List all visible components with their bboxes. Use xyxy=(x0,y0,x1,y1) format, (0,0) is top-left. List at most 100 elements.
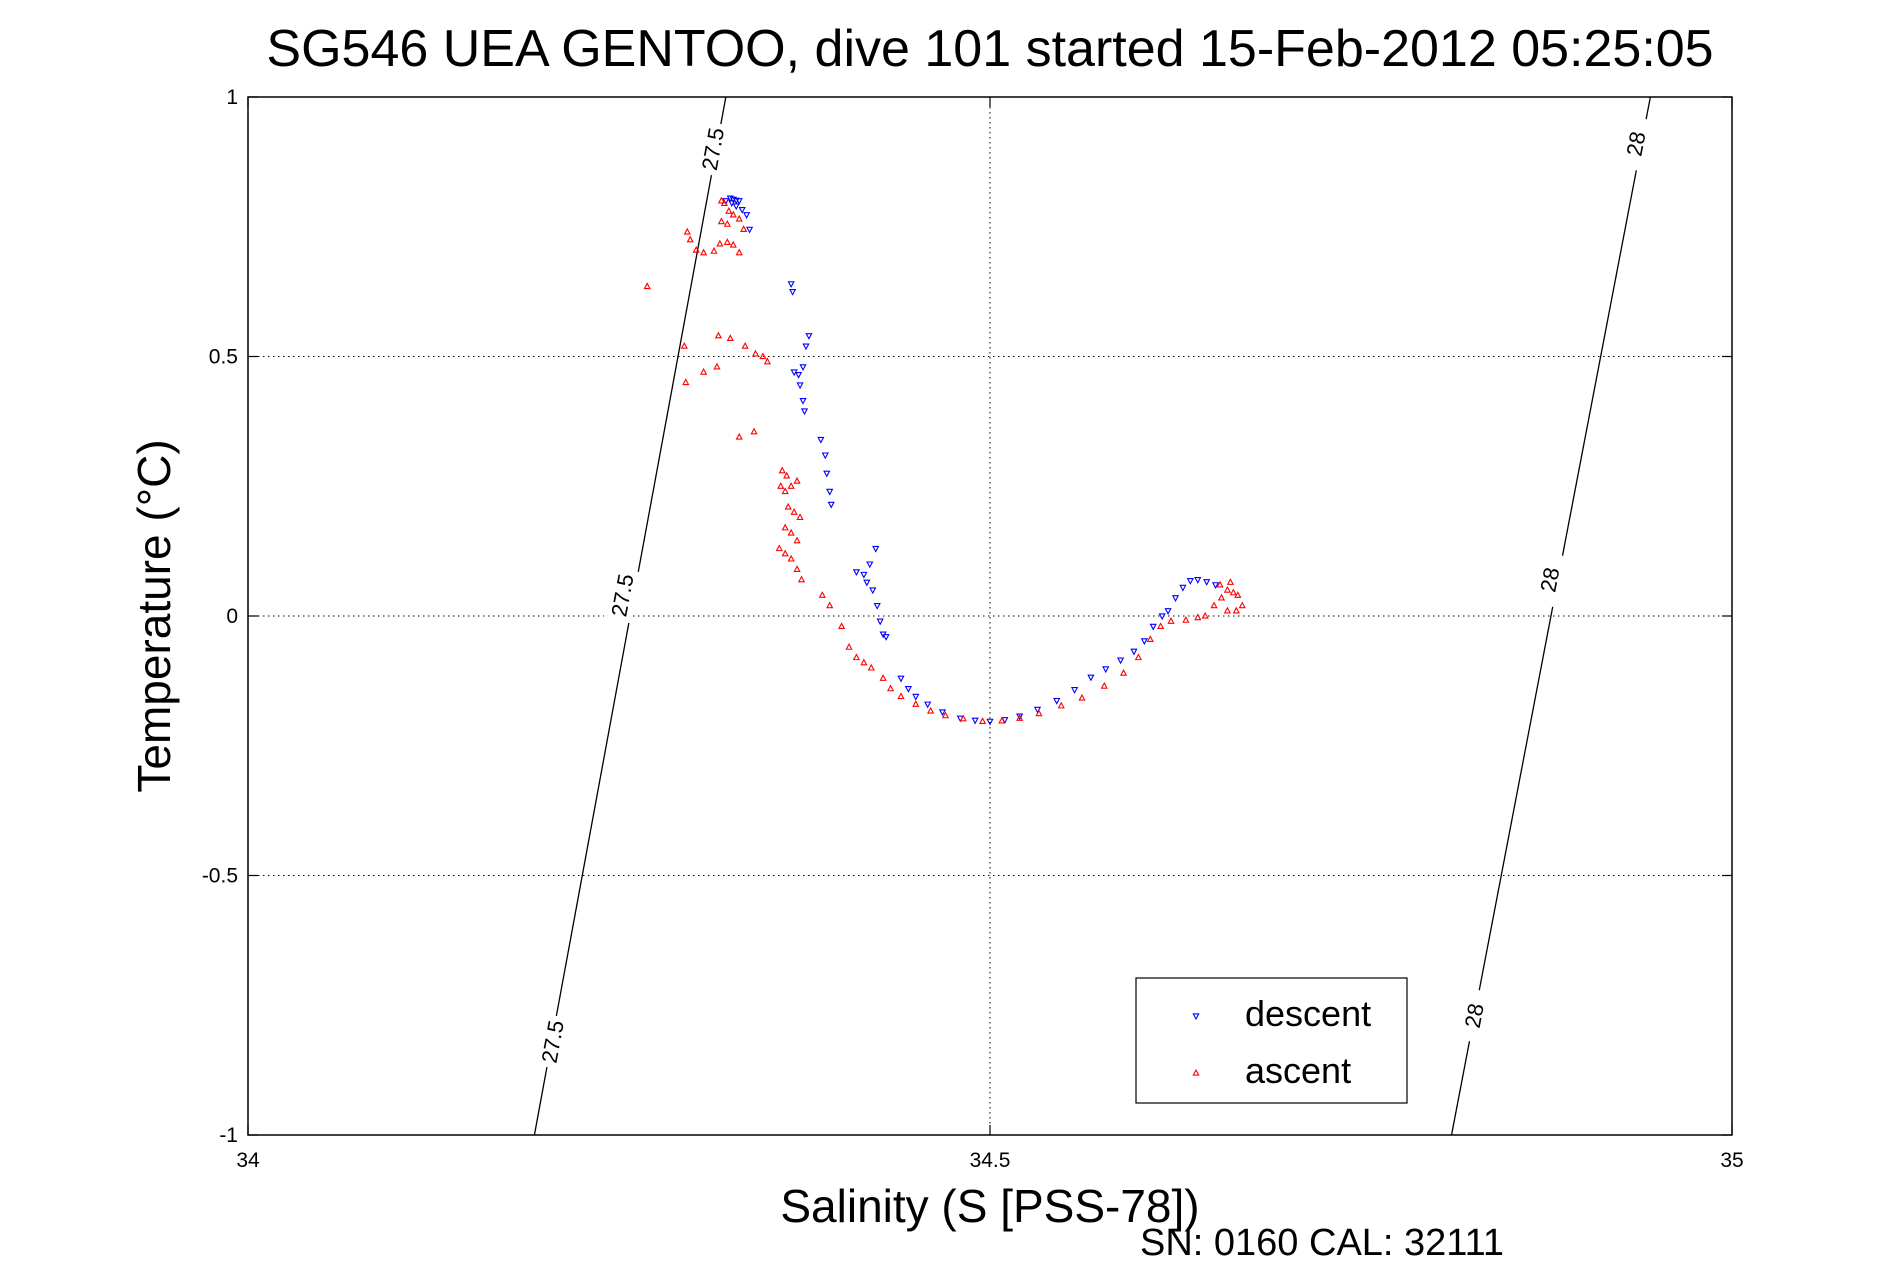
ascent-point xyxy=(680,341,688,349)
ascent-point xyxy=(796,513,804,521)
ascent-point xyxy=(1229,588,1237,596)
ascent-point xyxy=(783,471,791,479)
ascent-point xyxy=(729,240,737,248)
ascent-point xyxy=(751,349,760,357)
descent-point xyxy=(805,333,813,340)
ascent-point xyxy=(787,528,795,536)
descent-point xyxy=(735,198,743,205)
ascent-point xyxy=(837,622,846,630)
ascent-point xyxy=(1234,591,1242,598)
contour-label: 28 xyxy=(1535,565,1564,594)
ascent-point xyxy=(1238,601,1246,609)
ascent-point xyxy=(1100,681,1108,689)
descent-point xyxy=(1171,595,1180,603)
ascent-point xyxy=(998,716,1006,724)
ascent-point xyxy=(927,706,935,714)
ascent-point xyxy=(781,549,789,557)
ascent-point xyxy=(692,245,700,253)
descent-point xyxy=(1070,687,1079,694)
legend-marker-descent xyxy=(1192,1013,1200,1021)
descent-point xyxy=(789,288,797,296)
descent-point xyxy=(743,212,751,219)
ascent-point xyxy=(682,378,690,386)
y-tick-label: 1 xyxy=(226,86,238,109)
descent-point xyxy=(904,686,912,693)
y-tick-label: -1 xyxy=(219,1124,238,1147)
descent-point xyxy=(799,364,807,372)
descent-point xyxy=(787,281,795,289)
contour-label-background xyxy=(1455,987,1493,1044)
descent-point xyxy=(1194,577,1202,584)
ascent-point xyxy=(699,248,708,256)
descent-point xyxy=(866,561,874,569)
ascent-point xyxy=(1146,635,1154,643)
ascent-point xyxy=(912,700,920,707)
ascent-point xyxy=(735,214,743,222)
descent-point xyxy=(897,675,905,683)
ascent-point xyxy=(818,591,826,598)
ascent-point xyxy=(867,663,875,671)
ascent-point xyxy=(720,199,728,207)
descent-point xyxy=(728,200,736,208)
ascent-point xyxy=(726,334,734,341)
contour-label-background xyxy=(533,1013,571,1070)
contour-label-background xyxy=(603,567,641,624)
descent-point xyxy=(860,571,868,579)
x-axis-label: Salinity (S [PSS-78]) xyxy=(780,1180,1199,1232)
ascent-point xyxy=(1035,709,1043,717)
ascent-point xyxy=(959,714,967,722)
ascent-point xyxy=(1223,585,1232,593)
ascent-point xyxy=(735,432,743,440)
ascent-point xyxy=(763,357,772,365)
grid-lines xyxy=(248,97,1732,1135)
legend: descent ascent xyxy=(1135,977,1408,1104)
descent-point xyxy=(800,408,809,416)
y-tick-label: 0 xyxy=(226,605,238,628)
legend-marker-ascent xyxy=(1192,1068,1200,1076)
ascent-point xyxy=(1226,578,1235,585)
descent-point xyxy=(1158,613,1166,621)
ascent-point xyxy=(797,575,806,583)
descent-point xyxy=(924,701,932,709)
ascent-point xyxy=(787,482,795,489)
descent-point xyxy=(823,470,831,478)
ascent-point xyxy=(717,217,726,225)
contour-label: 28 xyxy=(1460,1001,1489,1030)
ascent-point xyxy=(1167,617,1175,624)
ascent-point xyxy=(1057,701,1065,709)
ascent-point xyxy=(777,482,785,489)
descent-point xyxy=(827,501,835,509)
ascent-point xyxy=(1216,580,1224,588)
ascent-point xyxy=(1223,606,1232,614)
descent-point xyxy=(1149,623,1157,631)
ascent-point xyxy=(1210,601,1218,609)
ascent-point xyxy=(793,476,801,484)
ascent-point xyxy=(793,536,801,544)
descent-point xyxy=(738,206,746,214)
x-tick-label: 34.5 xyxy=(970,1149,1011,1172)
descent-point xyxy=(1140,638,1148,646)
descent-point xyxy=(876,618,884,626)
ascent-point xyxy=(686,235,694,243)
ascent-point xyxy=(1217,593,1226,601)
ascent-point xyxy=(717,196,726,204)
descent-point xyxy=(794,372,803,379)
legend-box xyxy=(1135,977,1408,1104)
y-tick-label: -0.5 xyxy=(202,865,238,888)
ascent-point xyxy=(781,487,789,495)
y-tick-label: 0.5 xyxy=(209,346,238,369)
ascent-point xyxy=(725,207,733,214)
data-points xyxy=(643,195,1246,726)
ascent-point xyxy=(723,238,731,245)
ascent-point xyxy=(683,227,691,235)
ascent-point xyxy=(784,502,792,510)
ascent-point xyxy=(750,427,758,435)
ascent-point xyxy=(826,601,834,609)
ascent-point xyxy=(1201,611,1209,619)
descent-point xyxy=(1130,648,1138,656)
x-tick-label: 35 xyxy=(1720,1149,1743,1172)
ascent-point xyxy=(775,544,783,552)
chart-title: SG546 UEA GENTOO, dive 101 started 15-Fe… xyxy=(266,20,1713,78)
descent-point xyxy=(1211,582,1220,590)
legend-label-descent: descent xyxy=(1245,993,1371,1034)
